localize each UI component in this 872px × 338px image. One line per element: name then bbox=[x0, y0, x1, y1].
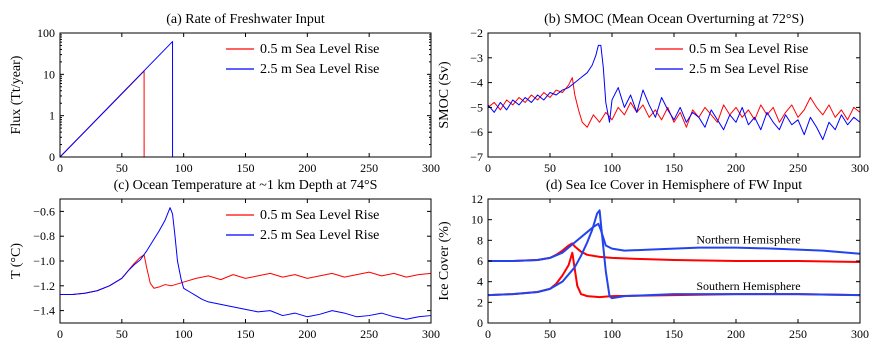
x-tick-label: 0 bbox=[57, 161, 63, 175]
legend-label: 2.5 m Sea Level Rise bbox=[689, 62, 808, 77]
legend-label: 0.5 m Sea Level Rise bbox=[260, 42, 379, 57]
x-tick-label: 250 bbox=[360, 161, 378, 175]
y-tick-label: −1.2 bbox=[33, 279, 55, 293]
x-tick-label: 0 bbox=[485, 327, 491, 338]
y-tick-label: −1.4 bbox=[33, 304, 55, 318]
y-tick-label: −0.8 bbox=[33, 229, 55, 243]
x-tick-label: 50 bbox=[544, 327, 556, 338]
y-axis-label: SMOC (Sv) bbox=[437, 61, 452, 129]
x-tick-label: 250 bbox=[360, 327, 378, 338]
x-tick-label: 100 bbox=[603, 161, 621, 175]
x-tick-label: 150 bbox=[665, 161, 683, 175]
panel-a: 0 50 100 150 200 250 300 0 1 10 100 (a) Rate of Fre… bbox=[9, 12, 440, 175]
x-tick-label: 250 bbox=[789, 161, 807, 175]
y-tick-label: 0 bbox=[477, 316, 483, 330]
chart-title: (b) SMOC (Mean Ocean Overturning at 72°S… bbox=[544, 12, 804, 27]
y-tick-label: −3 bbox=[470, 51, 483, 65]
panel-c: 0 50 100 150 200 250 300 −1.4 −1.2 −1.0 −0.8 −0.6 (c… bbox=[9, 178, 440, 338]
x-tick-label: 300 bbox=[422, 327, 440, 338]
y-tick-label: 1 bbox=[49, 109, 55, 123]
series-line-a-0 bbox=[60, 70, 431, 157]
y-tick-label: −1.0 bbox=[33, 254, 55, 268]
x-tick-label: 100 bbox=[603, 327, 621, 338]
x-tick-label: 200 bbox=[298, 161, 316, 175]
series-line-b-0 bbox=[488, 77, 860, 128]
x-tick-label: 200 bbox=[727, 327, 745, 338]
x-tick-label: 300 bbox=[851, 327, 869, 338]
y-axis-label: Ice Cover (%) bbox=[437, 221, 452, 301]
y-axis-label: Flux (Tt/year) bbox=[9, 55, 24, 134]
y-tick-label: 6 bbox=[477, 254, 483, 268]
x-tick-label: 300 bbox=[851, 161, 869, 175]
y-tick-label: 0 bbox=[49, 150, 55, 164]
annotation-label: Northern Hemisphere bbox=[696, 232, 800, 246]
x-tick-label: 300 bbox=[422, 161, 440, 175]
x-tick-label: 0 bbox=[57, 327, 63, 338]
legend-label: 2.5 m Sea Level Rise bbox=[260, 228, 379, 243]
panel-b: 0 50 100 150 200 250 300 −7 −6 −5 −4 −3 −2 (b) SMOC (… bbox=[437, 12, 869, 175]
series-line-a-1 bbox=[60, 41, 431, 157]
series-line-b-1 bbox=[488, 44, 860, 141]
x-tick-label: 200 bbox=[298, 327, 316, 338]
y-tick-label: 8 bbox=[477, 233, 483, 247]
legend: 0.5 m Sea Level Rise 2.5 m Sea Level Rise bbox=[226, 208, 379, 243]
x-tick-label: 0 bbox=[485, 161, 491, 175]
x-tick-label: 50 bbox=[116, 327, 128, 338]
y-tick-label: 2 bbox=[477, 295, 483, 309]
x-tick-label: 50 bbox=[116, 161, 128, 175]
y-tick-label: −2 bbox=[470, 26, 483, 40]
legend: 0.5 m Sea Level Rise 2.5 m Sea Level Rise bbox=[226, 42, 379, 77]
x-tick-label: 100 bbox=[175, 327, 193, 338]
x-tick-label: 150 bbox=[665, 327, 683, 338]
chart-title: (d) Sea Ice Cover in Hemisphere of FW In… bbox=[546, 178, 802, 193]
x-tick-label: 150 bbox=[237, 327, 255, 338]
series-line-d-2 bbox=[488, 222, 860, 262]
y-tick-label: 100 bbox=[37, 26, 55, 40]
x-tick-label: 100 bbox=[175, 161, 193, 175]
y-tick-label: 12 bbox=[471, 192, 483, 206]
panel-d: 0 50 100 150 200 250 300 0 2 4 6 8 10 12 (d) Sea Ice C… bbox=[437, 178, 869, 338]
series-line-c-1 bbox=[60, 207, 431, 320]
series-line-d-3 bbox=[488, 209, 860, 300]
y-tick-label: −4 bbox=[470, 76, 483, 90]
y-tick-label: −0.6 bbox=[33, 204, 55, 218]
y-tick-label: −5 bbox=[470, 100, 483, 114]
legend-label: 0.5 m Sea Level Rise bbox=[689, 42, 808, 57]
x-tick-label: 200 bbox=[727, 161, 745, 175]
annotation-label: Southern Hemisphere bbox=[696, 279, 800, 293]
chart-title: (c) Ocean Temperature at ~1 km Depth at … bbox=[114, 178, 378, 193]
y-tick-label: −6 bbox=[470, 125, 483, 139]
y-axis-label: T (°C) bbox=[9, 243, 24, 279]
x-tick-label: 250 bbox=[789, 327, 807, 338]
chart-title: (a) Rate of Freshwater Input bbox=[166, 12, 325, 27]
x-tick-label: 50 bbox=[544, 161, 556, 175]
y-tick-label: 4 bbox=[477, 275, 483, 289]
y-tick-label: 10 bbox=[43, 67, 55, 81]
legend-label: 0.5 m Sea Level Rise bbox=[260, 208, 379, 223]
y-tick-label: −7 bbox=[470, 150, 483, 164]
legend-label: 2.5 m Sea Level Rise bbox=[260, 62, 379, 77]
x-tick-label: 150 bbox=[237, 161, 255, 175]
legend: 0.5 m Sea Level Rise 2.5 m Sea Level Rise bbox=[655, 42, 808, 77]
y-tick-label: 10 bbox=[471, 213, 483, 227]
series-line-c-0 bbox=[60, 254, 431, 295]
